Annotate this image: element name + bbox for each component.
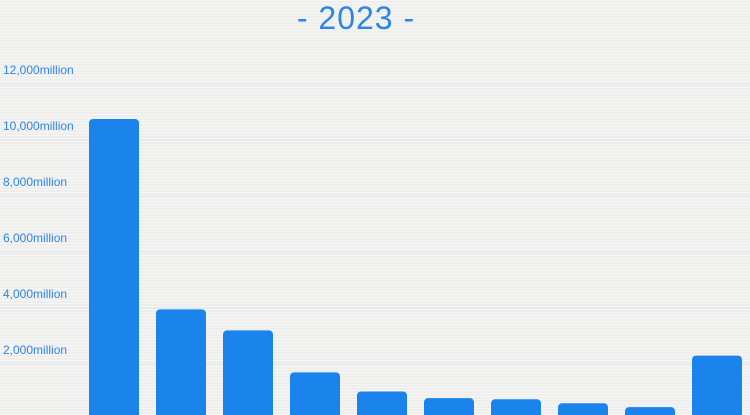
y-tick-label: 2,000million [3, 343, 67, 357]
y-tick-label: 12,000million [3, 63, 74, 77]
y-tick-label: 8,000million [3, 175, 67, 189]
bar [156, 309, 206, 415]
bar [424, 398, 474, 415]
y-axis-labels: 2,000million 4,000million 6,000million 8,00… [3, 63, 74, 357]
bar [223, 330, 273, 415]
y-tick-label: 6,000million [3, 231, 67, 245]
bar [89, 119, 139, 415]
y-tick-label: 4,000million [3, 287, 67, 301]
y-tick-label: 10,000million [3, 119, 74, 133]
chart-title: - 2023 - [296, 0, 416, 36]
bar [290, 372, 340, 415]
bar [558, 403, 608, 415]
bar [692, 355, 742, 415]
bar [357, 391, 407, 415]
bars [89, 119, 742, 415]
bar [491, 399, 541, 415]
bar [625, 407, 675, 415]
